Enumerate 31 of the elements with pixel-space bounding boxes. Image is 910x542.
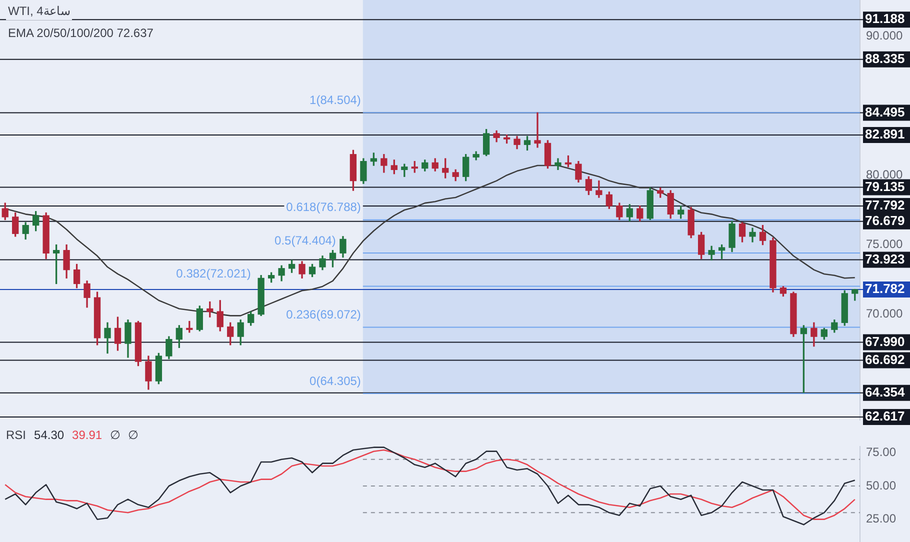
y-tick-label: 50.00 (866, 478, 896, 492)
ref-line-label: 67.990 (865, 334, 905, 349)
ref-line-label: 76.679 (865, 212, 905, 228)
ref-line-label: 1(84.504) (310, 92, 361, 107)
y-tick-label: 75.000 (866, 237, 904, 252)
ref-line-label: 0.618(76.788) (286, 200, 361, 214)
text: EMA 20/50/100/200 72.637 (7, 25, 154, 42)
text: 39.91 (72, 428, 102, 442)
ref-line-label: 82.891 (865, 126, 905, 142)
ref-line-label: 77.792 (865, 198, 905, 213)
ref-line-label: 71.782 (865, 281, 905, 296)
y-tick-label: 90.000 (866, 28, 904, 42)
ref-line-label: 73.923 (865, 251, 905, 266)
ref-line-label: 91.188 (865, 11, 905, 26)
ref-line-label: 0.5(74.404) (274, 233, 336, 248)
ref-line-label: 0.236(69.072) (286, 308, 361, 322)
chart-title: WTI, 4ساعة (6, 2, 72, 20)
ref-line-label: 0.382(72.021) (176, 266, 251, 281)
ref-line-label: 66.692 (865, 352, 905, 367)
ref-line-label: 88.335 (865, 50, 905, 66)
ref-line-label: 0(64.305) (310, 374, 361, 388)
chart-title: RSI (6, 428, 26, 442)
y-tick-label: 75.00 (866, 444, 896, 459)
text: ∅ (110, 428, 120, 442)
ref-line-label: 64.354 (865, 384, 906, 400)
text: 54.30 (34, 428, 64, 442)
text: ∅ (128, 428, 138, 442)
y-tick-label: 25.00 (866, 512, 896, 526)
y-tick-label: 70.000 (866, 306, 904, 321)
ref-line-label: 62.617 (865, 408, 905, 424)
ref-line-label: 84.495 (865, 104, 905, 120)
